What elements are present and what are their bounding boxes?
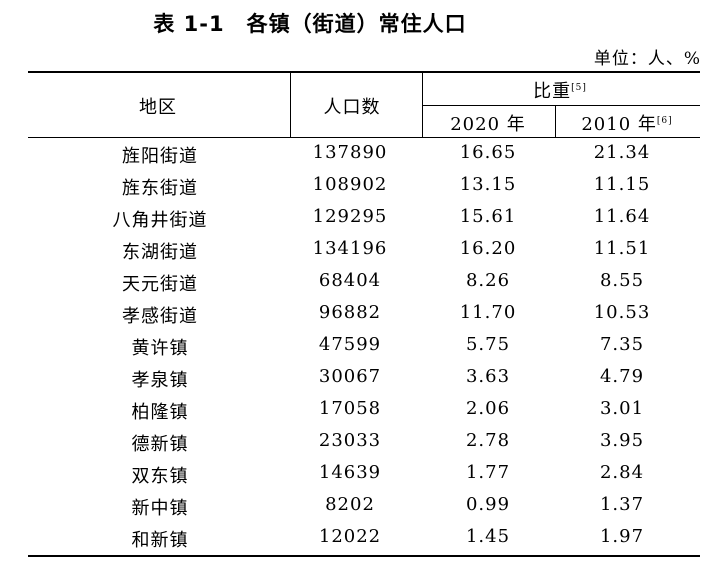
cell: 11.64 <box>593 206 651 227</box>
cell: 30067 <box>318 366 382 387</box>
cell: 2.06 <box>465 398 511 419</box>
vline <box>422 72 423 137</box>
cell: 16.65 <box>459 142 517 163</box>
rule <box>422 105 700 106</box>
top-rule <box>28 71 700 73</box>
cell: 新中镇 <box>131 498 189 519</box>
rule <box>28 137 700 138</box>
cell: 8.55 <box>599 270 645 291</box>
header-population: 人口数 <box>323 97 381 118</box>
cell: 8.26 <box>465 270 511 291</box>
title: 表 1-1 各镇（街道）常住人口 <box>153 12 467 36</box>
cell: 134196 <box>312 238 388 259</box>
cell: 12022 <box>318 526 382 547</box>
cell: 孝泉镇 <box>131 370 189 391</box>
cell: 129295 <box>312 206 388 227</box>
cell: 2.78 <box>465 430 511 451</box>
unit: 单位：人、% <box>593 49 701 69</box>
cell: 旌东街道 <box>122 178 198 199</box>
cell: 双东镇 <box>131 466 189 487</box>
cell: 108902 <box>312 174 388 195</box>
cell: 东湖街道 <box>122 242 198 263</box>
cell: 23033 <box>318 430 382 451</box>
header-2010: 2010 年[6] <box>581 110 672 136</box>
cell: 137890 <box>312 142 388 163</box>
cell: 8202 <box>325 494 375 515</box>
header-area: 地区 <box>139 97 177 118</box>
cell: 3.95 <box>599 430 645 451</box>
year-label: 2010 年 <box>581 114 657 135</box>
cell: 孝感街道 <box>122 306 198 327</box>
cell: 3.01 <box>599 398 645 419</box>
note: [6] <box>656 116 673 126</box>
cell: 0.99 <box>465 494 511 515</box>
cell: 4.79 <box>599 366 645 387</box>
bottom-rule <box>28 555 700 557</box>
cell: 13.15 <box>459 174 517 195</box>
header-share: 比重[5] <box>533 77 587 103</box>
note: [5] <box>571 83 587 93</box>
cell: 16.20 <box>459 238 517 259</box>
cell: 11.70 <box>459 302 517 323</box>
vline <box>290 72 291 137</box>
cell: 7.35 <box>599 334 645 355</box>
cell: 八角井街道 <box>112 210 208 231</box>
cell: 96882 <box>318 302 382 323</box>
cell: 47599 <box>318 334 382 355</box>
cell: 14639 <box>318 462 382 483</box>
cell: 和新镇 <box>131 530 189 551</box>
cell: 天元街道 <box>122 274 198 295</box>
cell: 3.63 <box>465 366 511 387</box>
cell: 1.77 <box>465 462 511 483</box>
header-2020: 2020 年 <box>450 114 526 135</box>
cell: 15.61 <box>459 206 517 227</box>
cell: 柏隆镇 <box>131 402 189 423</box>
cell: 德新镇 <box>131 434 189 455</box>
cell: 21.34 <box>593 142 651 163</box>
cell: 5.75 <box>465 334 511 355</box>
cell: 旌阳街道 <box>122 146 198 167</box>
cell: 1.37 <box>599 494 645 515</box>
share-label: 比重 <box>533 81 572 102</box>
cell: 11.15 <box>593 174 651 195</box>
cell: 黄许镇 <box>131 338 189 359</box>
cell: 2.84 <box>599 462 645 483</box>
cell: 17058 <box>318 398 382 419</box>
cell: 10.53 <box>593 302 651 323</box>
vline <box>555 105 556 137</box>
cell: 1.97 <box>599 526 645 547</box>
cell: 68404 <box>318 270 382 291</box>
cell: 11.51 <box>593 238 651 259</box>
cell: 1.45 <box>465 526 511 547</box>
